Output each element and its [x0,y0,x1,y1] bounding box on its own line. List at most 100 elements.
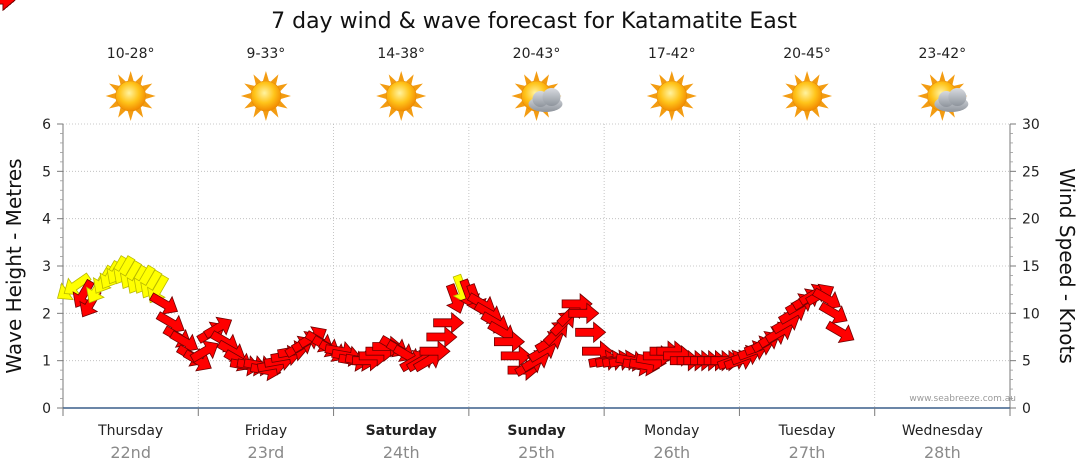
sun-ray [514,100,526,109]
cloud-puff [948,88,967,106]
sun-ray [782,93,793,99]
sun-ray [388,74,397,85]
wind-arrow [0,0,16,11]
sun-ray [135,74,144,85]
wind-arrow [189,340,219,363]
sun-ray [668,71,675,81]
wind-arrow [818,301,848,324]
sun-ray [376,93,387,99]
day-name: Saturday [366,423,437,439]
cloud-icon [528,88,563,112]
sun-ray [676,74,685,85]
wind-arrow [433,311,465,334]
sun-ray [262,111,269,121]
wind-arrow [426,326,458,348]
left-axis-ticks: 0 1 2 3 4 5 6 [42,117,63,417]
right-tick-label: 10 [1022,306,1040,322]
sun-rays [376,71,427,121]
wind-arrow [500,345,532,367]
sun-ray [541,74,549,85]
sun-icon [646,71,697,121]
wind-arrows [0,0,855,382]
day-temperature: 9-33° [247,46,286,62]
right-tick-label: 30 [1022,117,1040,133]
wind-arrow [63,272,92,296]
sun-ray [818,100,829,109]
sun-icon [782,71,833,121]
grid-lines [63,123,1010,408]
sun-ray [947,74,955,85]
sun-ray [939,111,946,121]
sun-icon [376,71,427,121]
sun-ray [406,107,414,118]
left-tick-label: 3 [42,259,51,275]
sun-ray [108,83,120,92]
wind-arrow [72,278,95,308]
sun-ray [416,93,427,99]
sun-icon [240,71,291,121]
sun-ray [804,71,811,81]
sun-ray [105,93,116,99]
sun-ray [514,83,526,92]
day-date: 27th [789,443,826,462]
sun-ray [142,100,153,109]
sun-rays [646,71,697,121]
sun-ray [262,71,269,81]
chart-title: 7 day wind & wave forecast for Katamatit… [271,9,797,34]
sun-ray [379,83,390,92]
wind-arrow [419,340,451,363]
day-name: Friday [245,423,287,439]
day-temperature: 17-42° [648,46,696,62]
sun-ray [253,74,262,85]
day-temperature: 14-38° [377,46,425,62]
day-name: Wednesday [902,423,983,439]
sun-ray [533,71,540,81]
sun-disc [250,80,282,112]
sun-ray [277,83,288,92]
wind-arrow [825,320,855,343]
sun-ray [683,83,694,92]
sun-ray [379,100,390,109]
day-date: 24th [383,443,420,462]
wind-arrow [148,292,179,315]
sun-icon [105,71,156,121]
sun-rays [240,71,291,121]
right-axis-ticks: 0 5 10 15 20 25 30 [1010,117,1040,417]
day-temperature: 23-42° [919,46,967,62]
sun-ray [920,100,931,109]
sun-ray [929,107,938,118]
wind-arrow [493,330,526,353]
wind-arrow [575,321,607,344]
sun-ray [145,93,156,99]
day-name: Sunday [507,423,565,439]
sun-ray [127,111,134,121]
sun-rays [105,71,156,121]
wind-arrow [203,316,233,340]
sun-ray [920,83,931,92]
day-date: 26th [653,443,690,462]
left-tick-label: 4 [42,212,51,228]
left-axis-title: Wave Height - Metres [2,158,26,373]
sun-ray [270,74,279,85]
sun-ray [646,93,657,99]
right-tick-label: 15 [1022,259,1040,275]
sun-ray [398,111,405,121]
day-name: Thursday [97,423,163,439]
day-temperature: 10-28° [107,46,155,62]
day-date: 22nd [110,443,151,462]
sun-ray [406,74,414,85]
sun-ray [118,74,126,85]
sun-ray [240,93,251,99]
sun-ray [108,100,120,109]
sun-ray [785,83,796,92]
day-temperature: 20-43° [513,46,561,62]
day-date: 23rd [248,443,285,462]
sun-disc [791,80,823,112]
sun-ray [412,83,423,92]
day-name: Tuesday [778,423,836,439]
sun-ray [794,74,803,85]
day-date: 25th [518,443,555,462]
sun-disc [656,80,688,112]
right-tick-label: 5 [1022,354,1031,370]
